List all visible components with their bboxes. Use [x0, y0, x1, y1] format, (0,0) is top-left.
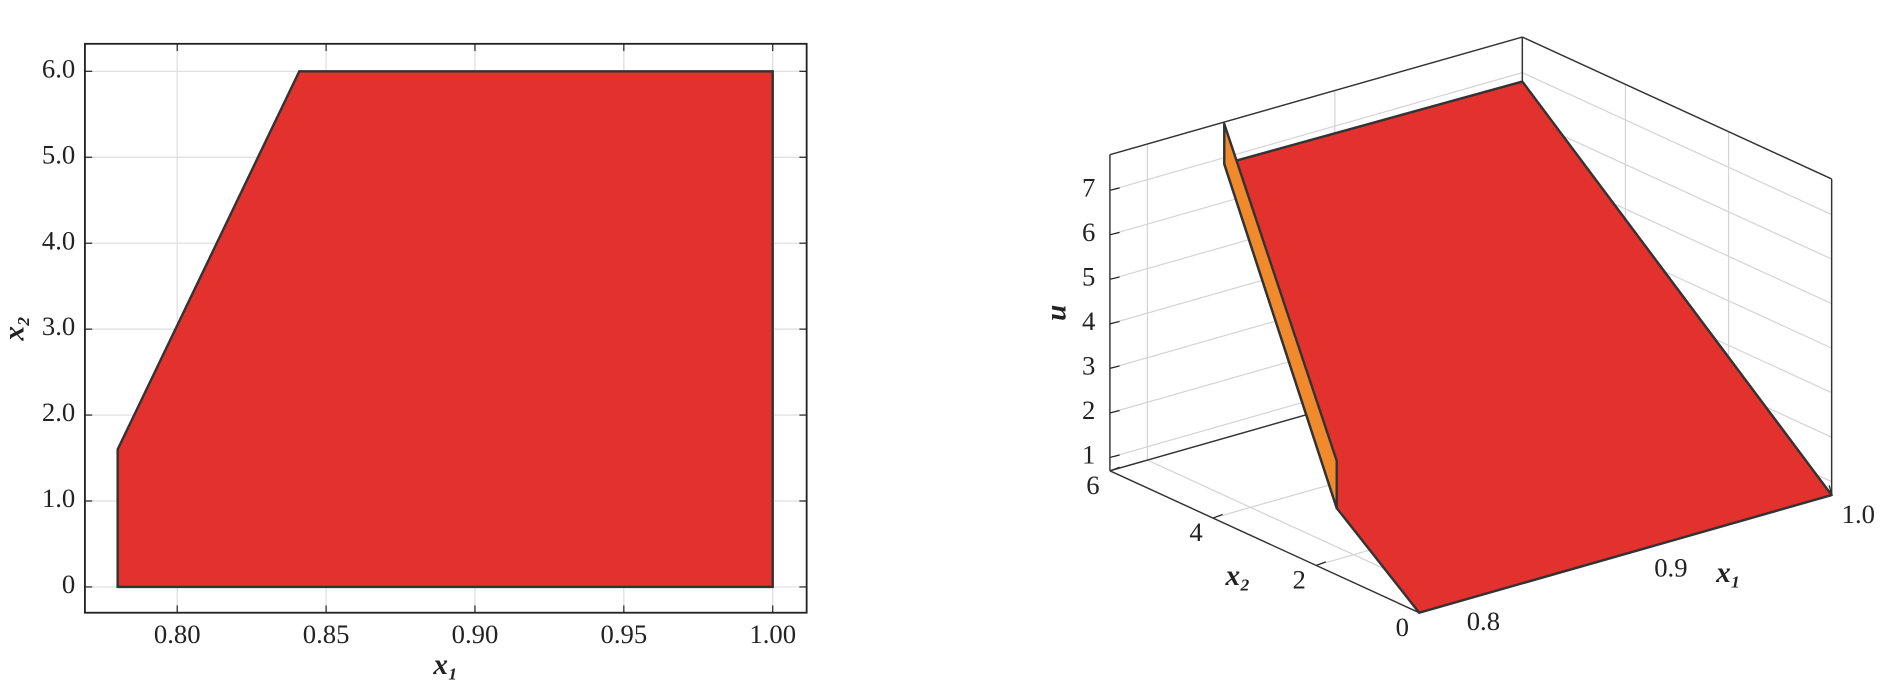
z-tick-label: 7 — [1082, 172, 1095, 202]
z-tick-label: 4 — [1082, 306, 1095, 336]
y-tick-label: 0 — [62, 569, 75, 599]
tick-mark — [1109, 365, 1120, 369]
y-tick-label: 6.0 — [42, 53, 75, 83]
region — [116, 70, 774, 589]
x-tick-label: 0.8 — [1467, 606, 1500, 636]
tick-mark — [1109, 320, 1120, 325]
plot-frame — [84, 42, 808, 614]
y-tick-label: 2.0 — [42, 397, 75, 427]
z-tick-label: 5 — [1082, 261, 1095, 291]
y-tick-label: 4.0 — [42, 225, 75, 255]
y-tick-label: 4 — [1189, 517, 1202, 547]
z-tick-label: 1 — [1082, 440, 1095, 470]
x-tick-label: 1.00 — [749, 619, 796, 649]
grid-line — [1109, 72, 1523, 191]
y-tick-label: 0 — [1396, 612, 1409, 642]
tick-mark — [1315, 561, 1327, 566]
y-axis-label: x₂ — [0, 316, 31, 342]
surface-face — [1223, 80, 1833, 614]
box-edge — [1109, 470, 1420, 614]
grid-line — [1522, 72, 1832, 216]
x-tick-label: 0.85 — [303, 619, 350, 649]
surface-face — [1223, 122, 1338, 510]
tick-mark — [1109, 231, 1120, 236]
y-tick-label: 3.0 — [42, 311, 75, 341]
z-tick-label: 2 — [1082, 395, 1095, 425]
x-tick-label: 0.80 — [154, 619, 201, 649]
z-tick-label: 3 — [1082, 351, 1095, 381]
z-tick-label: 6 — [1082, 217, 1095, 247]
x-tick-label: 0.90 — [452, 619, 499, 649]
box-edge — [1522, 36, 1832, 180]
tick-mark — [1109, 187, 1120, 191]
tick-mark — [1212, 513, 1223, 519]
tick-mark — [1109, 454, 1120, 459]
x-tick-label: 1.0 — [1842, 499, 1875, 529]
y-tick-label: 6 — [1086, 470, 1099, 500]
grid-line — [1522, 116, 1832, 260]
y-tick-label: 5.0 — [42, 139, 75, 169]
y-tick-label: 1.0 — [42, 483, 75, 513]
tick-mark — [1109, 276, 1120, 280]
x-tick-label: 0.9 — [1654, 552, 1687, 582]
x-axis-label: x₁ — [1715, 557, 1741, 589]
box-edge — [1109, 36, 1523, 156]
y-axis-label: x₂ — [1225, 560, 1251, 592]
x-axis-label: x₁ — [432, 649, 458, 681]
z-axis-label: u — [1041, 305, 1073, 321]
x-tick-label: 0.95 — [600, 619, 647, 649]
y-tick-label: 2 — [1292, 565, 1305, 595]
tick-mark — [1109, 409, 1120, 414]
